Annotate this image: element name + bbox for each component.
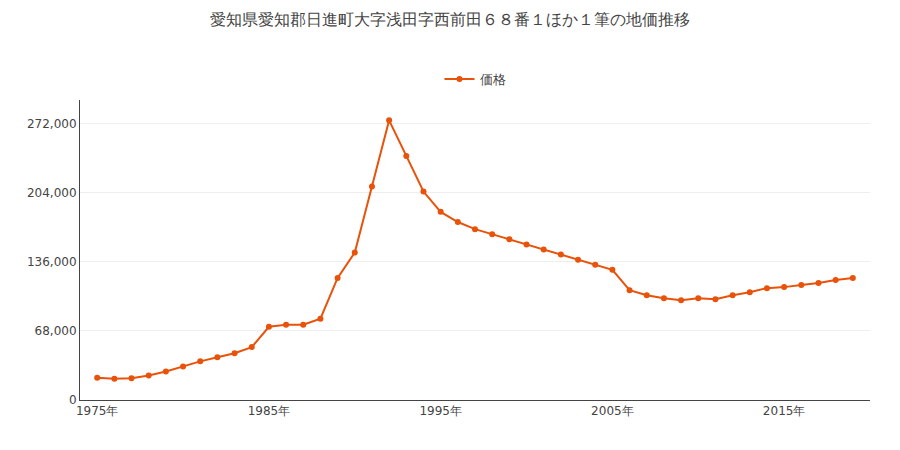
svg-text:136,000: 136,000	[27, 255, 77, 269]
svg-text:1995年: 1995年	[419, 404, 462, 418]
svg-text:1975年: 1975年	[76, 404, 119, 418]
svg-text:68,000: 68,000	[35, 324, 77, 338]
svg-text:204,000: 204,000	[27, 186, 77, 200]
svg-text:272,000: 272,000	[27, 117, 77, 131]
svg-text:2005年: 2005年	[591, 404, 634, 418]
svg-text:1985年: 1985年	[248, 404, 291, 418]
svg-text:愛知県愛知郡日進町大字浅田字西前田６８番１ほか１筆の地価推移: 愛知県愛知郡日進町大字浅田字西前田６８番１ほか１筆の地価推移	[210, 10, 690, 29]
svg-text:0: 0	[69, 393, 77, 407]
svg-text:2015年: 2015年	[763, 404, 806, 418]
svg-text:価格: 価格	[480, 72, 506, 87]
